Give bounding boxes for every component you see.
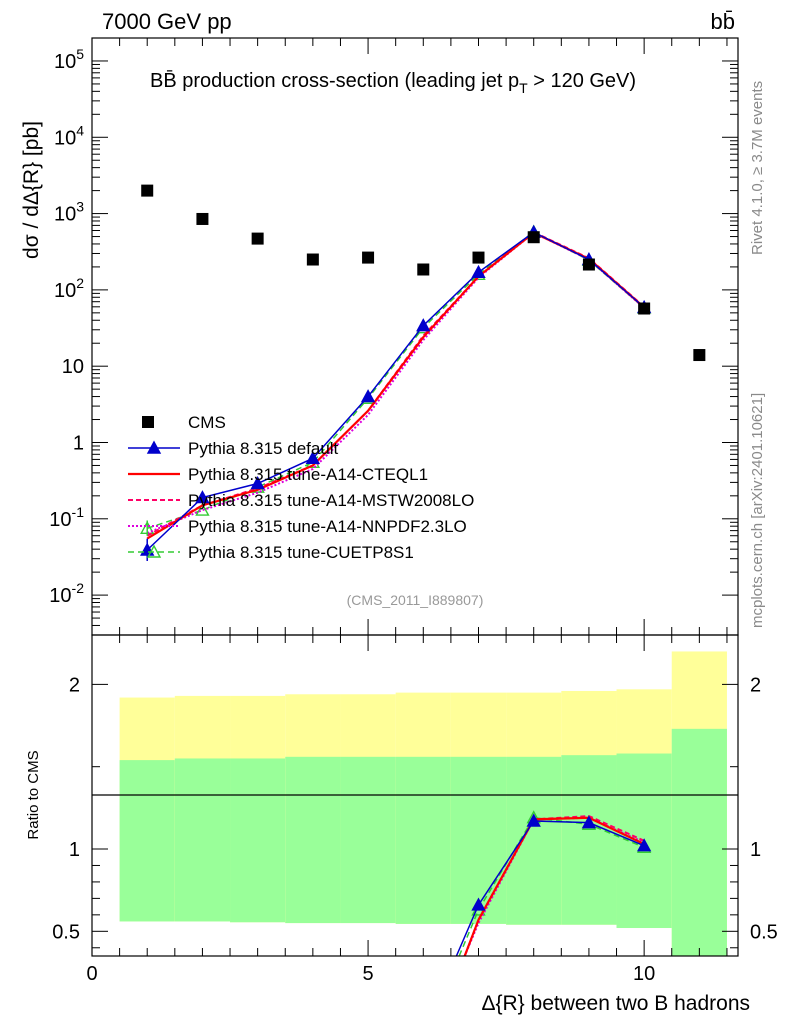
legend-marker-default <box>146 440 162 454</box>
ratio-bands <box>119 651 727 956</box>
header-left: 7000 GeV pp <box>102 9 232 34</box>
cms-data-point <box>362 251 375 264</box>
series-marker-default <box>416 318 431 332</box>
ratio-band-inner <box>174 758 231 922</box>
legend-label-mstw: Pythia 8.315 tune-A14-MSTW2008LO <box>188 491 474 510</box>
cms-data-point <box>251 232 264 245</box>
y-tick-label: 102 <box>54 275 84 302</box>
ratio-band-inner <box>561 755 617 925</box>
series-line-nnpdf <box>146 231 645 534</box>
y-tick-label: 1 <box>73 432 84 454</box>
y-tick-label-exp: 2 <box>76 275 84 291</box>
plot-title-text: BB̄ production cross-section (leading je… <box>150 69 519 92</box>
cms-data-point <box>417 263 430 276</box>
y-tick-label-base: 1 <box>73 432 84 454</box>
cms-data-point <box>638 302 651 315</box>
ratio-marker-default <box>526 813 541 827</box>
ratio-y-tick-label-right: 1 <box>750 839 761 861</box>
y-tick-label: 104 <box>54 122 84 149</box>
x-axis-label: Δ{R} between two B hadrons <box>481 992 750 1015</box>
plot-title-sub: T <box>519 80 528 96</box>
ratio-y-tick-label-right: 0.5 <box>750 921 778 943</box>
series-marker-cuetp8s1 <box>195 502 210 516</box>
y-tick-label-exp: -2 <box>72 580 85 596</box>
legend: CMS Pythia 8.315 default Pythia 8.315 tune… <box>128 413 474 562</box>
legend-label-default: Pythia 8.315 default <box>188 439 339 458</box>
ratio-y-tick-label: 1 <box>69 839 80 861</box>
legend-label-cteql1: Pythia 8.315 tune-A14-CTEQL1 <box>188 465 428 484</box>
series-marker-default <box>360 389 376 403</box>
side-label-top: Rivet 4.1.0, ≥ 3.7M events <box>749 81 766 255</box>
cms-data-point <box>141 184 154 197</box>
legend-label-nnpdf: Pythia 8.315 tune-A14-NNPDF2.3LO <box>188 517 467 536</box>
ratio-band-inner <box>671 728 727 956</box>
series-line-default <box>146 231 645 551</box>
ratio-y-tick-label-right: 2 <box>750 674 761 696</box>
ratio-plot-frame <box>91 634 739 957</box>
ratio-lines <box>455 810 652 957</box>
series-marker-default <box>195 490 210 504</box>
y-tick-label-base: 10 <box>54 127 76 149</box>
y-tick-label-base: 10 <box>54 280 76 302</box>
cms-data-point <box>527 231 540 244</box>
main-cms-points <box>141 184 706 362</box>
y-tick-label-base: 10 <box>62 356 84 378</box>
plot-title: BB̄ production cross-section (leading je… <box>150 69 636 96</box>
y-tick-label-base: 10 <box>49 509 71 531</box>
y-tick-label: 105 <box>54 46 84 73</box>
ratio-y-tick-label: 0.5 <box>52 921 80 943</box>
ratio-band-inner <box>285 756 341 924</box>
y-tick-label: 10-1 <box>49 504 84 531</box>
ratio-line-cuetp8s1 <box>458 816 645 957</box>
cms-data-point <box>196 212 209 225</box>
header-right: bb̄ <box>711 9 735 34</box>
legend-marker-cms <box>142 416 154 428</box>
ratio-plot: 0.5 0.5 1 1 2 2 0 5 10 Ratio to CMS Δ{R} between… <box>25 634 778 1015</box>
series-marker-default <box>471 264 486 278</box>
ratio-band-inner <box>450 756 507 924</box>
y-tick-label: 10-2 <box>49 580 84 607</box>
series-marker-default <box>305 450 321 465</box>
analysis-id: (CMS_2011_I889807) <box>347 592 484 608</box>
y-tick-label-base: 10 <box>54 204 76 226</box>
legend-label-cms: CMS <box>188 413 226 432</box>
y-tick-label-exp: -1 <box>72 504 85 520</box>
legend-label-cuetp8s1: Pythia 8.315 tune-CUETP8S1 <box>188 543 414 562</box>
y-tick-label: 103 <box>54 199 84 226</box>
ratio-marker-default <box>581 815 597 829</box>
cms-data-point <box>472 251 485 264</box>
ratio-ticks: 0.5 0.5 1 1 2 2 0 5 10 <box>52 635 778 985</box>
ratio-band-inner <box>395 756 451 924</box>
legend-marker-cuetp8s1 <box>146 544 162 558</box>
main-lines <box>140 224 652 561</box>
y-tick-label-base: 10 <box>54 51 76 73</box>
ratio-band-inner <box>340 756 396 924</box>
ratio-y-tick-label: 2 <box>69 674 80 696</box>
side-label-bottom: mcplots.cern.ch [arXiv:2401.10621] <box>749 393 766 628</box>
cms-data-point <box>306 253 319 266</box>
ratio-marker-default <box>636 838 652 852</box>
ratio-band-inner <box>119 760 175 922</box>
cms-data-point <box>693 349 706 362</box>
y-tick-label: 10 <box>62 356 84 378</box>
ratio-marker-default <box>471 897 486 911</box>
y-tick-label-base: 10 <box>49 585 71 607</box>
y-axis-label: dσ / dΔ{R} [pb] <box>20 121 43 259</box>
x-tick-label: 5 <box>363 963 374 985</box>
x-tick-label: 0 <box>86 963 97 985</box>
cms-data-point <box>582 258 595 271</box>
y-tick-label-exp: 3 <box>76 199 84 215</box>
y-tick-label-exp: 5 <box>76 46 84 62</box>
y-tick-label-exp: 4 <box>76 122 84 138</box>
ratio-y-axis-label: Ratio to CMS <box>25 750 42 839</box>
plot-title-tail: > 120 GeV) <box>528 70 636 92</box>
ratio-band-inner <box>230 758 286 923</box>
ratio-band-inner <box>506 756 562 925</box>
x-tick-label: 10 <box>633 963 655 985</box>
series-marker-default <box>250 476 265 490</box>
